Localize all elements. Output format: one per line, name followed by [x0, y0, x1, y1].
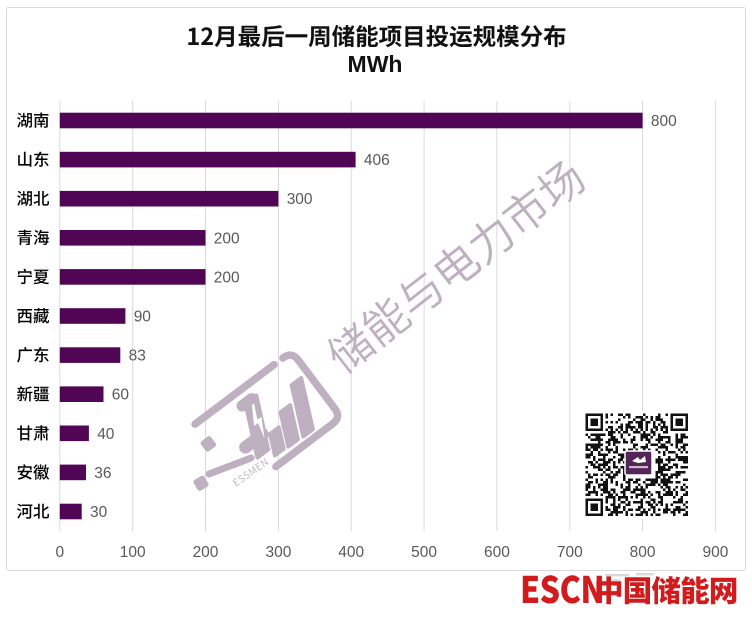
- svg-text:700: 700: [557, 544, 583, 561]
- svg-text:300: 300: [265, 544, 291, 561]
- svg-text:60: 60: [112, 387, 130, 404]
- svg-text:200: 200: [214, 269, 240, 286]
- svg-text:90: 90: [134, 309, 152, 326]
- svg-text:83: 83: [129, 348, 146, 365]
- svg-text:406: 406: [364, 152, 390, 169]
- svg-text:MWh: MWh: [348, 51, 403, 77]
- svg-text:200: 200: [214, 230, 240, 247]
- svg-text:0: 0: [55, 544, 64, 561]
- svg-text:800: 800: [651, 113, 677, 130]
- svg-text:100: 100: [120, 544, 146, 561]
- svg-text:300: 300: [287, 191, 313, 208]
- svg-text:400: 400: [338, 544, 364, 561]
- svg-text:30: 30: [90, 504, 108, 521]
- svg-text:900: 900: [702, 544, 728, 561]
- svg-text:200: 200: [193, 544, 219, 561]
- svg-text:500: 500: [411, 544, 437, 561]
- svg-text:40: 40: [97, 426, 115, 443]
- svg-text:800: 800: [630, 544, 656, 561]
- svg-text:600: 600: [484, 544, 510, 561]
- svg-text:36: 36: [94, 465, 111, 482]
